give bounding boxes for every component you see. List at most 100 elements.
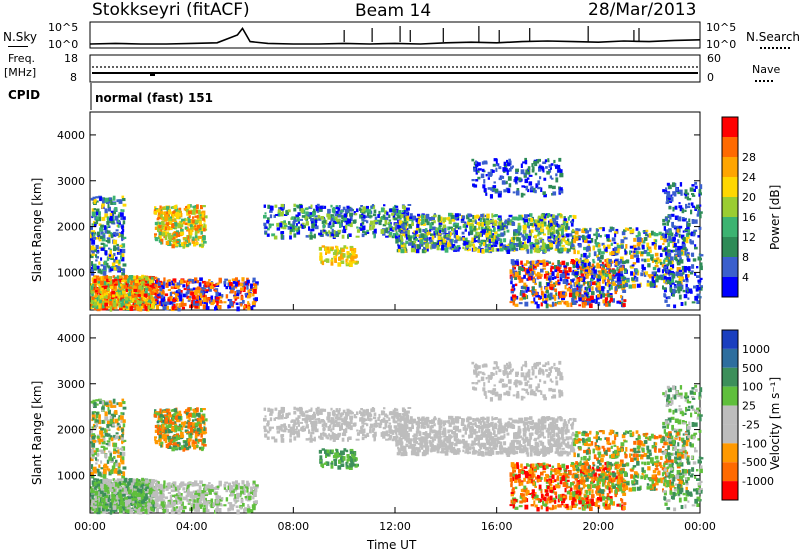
power-cell [574,237,579,241]
power-cell [666,269,669,273]
power-cell [331,216,335,221]
power-cell [224,278,228,281]
power-cell [543,293,547,299]
velocity-cell [138,505,142,509]
power-cell [587,261,590,267]
power-cell [159,211,163,216]
power-cell [347,223,352,227]
power-cell [404,217,407,222]
power-cell [166,279,170,284]
power-cell [243,305,246,308]
power-cell [555,224,559,227]
power-cell [546,262,549,266]
power-cell [583,271,588,274]
power-cell [414,230,418,234]
power-cell [248,288,251,292]
power-cell [158,282,161,287]
noise-right-tick-bottom: 10^0 [706,38,737,51]
power-cell [553,159,556,164]
power-cell [294,225,298,228]
power-cell [619,273,624,277]
power-cell [181,242,184,246]
power-cell [232,281,236,284]
power-cell [193,241,197,247]
power-cell [653,244,657,249]
power-cell [366,220,369,224]
power-cell [511,221,516,226]
power-cell [150,291,155,295]
power-cell [338,231,341,234]
power-cell [332,252,337,256]
power-cell [433,231,436,236]
power-cell [593,269,597,274]
power-cell [177,306,181,312]
power-cell [640,272,644,277]
power-cell [192,205,196,209]
power-cell [269,224,272,228]
power-cell [519,297,523,301]
power-cell [432,226,436,231]
power-cell [550,267,553,272]
power-cell [104,229,109,234]
power-cell [609,226,613,230]
power-cell [405,209,409,214]
power-cell [128,275,133,280]
power-cell [635,235,639,238]
power-cell [134,305,137,310]
power-cell [564,270,567,275]
power-cell [475,247,479,250]
power-cell [545,286,549,290]
power-cell [617,269,621,274]
power-cell [559,189,564,194]
power-cell [400,244,405,248]
power-cell [687,192,690,196]
power-cell [523,237,527,241]
power-cell [659,274,664,279]
power-cell [361,221,365,225]
power-cell [327,208,331,214]
power-cell [521,234,524,238]
cpid-label: CPID [8,88,41,102]
power-cell [632,228,635,234]
power-cell [686,274,689,279]
power-cell [546,215,549,219]
power-cell [163,233,168,239]
power-cell [677,216,682,222]
power-cell [676,228,680,233]
power-cell [202,304,206,310]
power-cell [144,296,147,299]
power-cell [558,291,561,296]
power-cell [516,261,519,266]
power-cell [326,213,330,218]
power-cell [517,177,520,181]
power-cell [495,167,498,172]
power-cell [347,234,349,239]
power-cell [531,244,535,247]
power-cell [510,288,514,292]
power-cell [590,238,594,243]
power-cell [348,208,352,212]
power-cell [555,165,559,169]
power-cell [592,277,595,280]
power-cell [541,245,546,250]
power-cell [693,285,697,289]
power-cell [430,240,434,245]
power-cell [122,216,126,220]
power-cell [489,194,493,199]
power-cell [340,260,345,264]
power-cell [105,281,108,286]
power-cell [648,233,652,238]
power-cell [395,238,399,244]
power-cell [518,231,521,236]
power-cell [474,235,478,238]
power-cell [581,259,585,262]
power-cell [369,226,372,231]
power-cell [287,226,290,230]
power-cell [612,273,615,277]
power-cell [343,213,348,219]
power-cell [477,248,481,253]
power-cell [557,279,560,282]
power-cell [544,221,547,226]
power-cell [659,253,663,257]
power-cell [231,278,235,282]
